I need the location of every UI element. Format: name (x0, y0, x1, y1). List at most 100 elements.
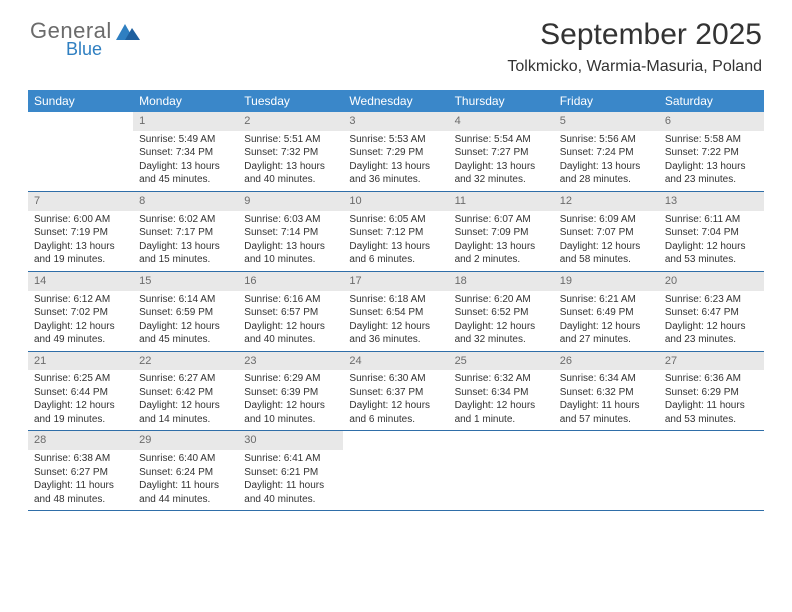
weekday-header-row: SundayMondayTuesdayWednesdayThursdayFrid… (28, 90, 764, 112)
sunset-text: Sunset: 6:37 PM (349, 386, 442, 400)
daylight-text: Daylight: 12 hours and 32 minutes. (455, 320, 548, 347)
sunset-text: Sunset: 6:44 PM (34, 386, 127, 400)
sunset-text: Sunset: 7:07 PM (560, 226, 653, 240)
day-number: 25 (449, 352, 554, 371)
sunset-text: Sunset: 7:24 PM (560, 146, 653, 160)
day-cell: 18Sunrise: 6:20 AMSunset: 6:52 PMDayligh… (449, 272, 554, 351)
day-cell: 15Sunrise: 6:14 AMSunset: 6:59 PMDayligh… (133, 272, 238, 351)
day-cell-empty: . (449, 431, 554, 510)
daylight-text: Daylight: 11 hours and 48 minutes. (34, 479, 127, 506)
daylight-text: Daylight: 13 hours and 32 minutes. (455, 160, 548, 187)
day-cell-empty: . (554, 431, 659, 510)
day-number: 27 (659, 352, 764, 371)
daylight-text: Daylight: 13 hours and 28 minutes. (560, 160, 653, 187)
sunrise-text: Sunrise: 6:38 AM (34, 452, 127, 466)
logo-triangle-icon (116, 22, 140, 46)
sunrise-text: Sunrise: 6:09 AM (560, 213, 653, 227)
day-number: 20 (659, 272, 764, 291)
sunrise-text: Sunrise: 5:56 AM (560, 133, 653, 147)
day-cell-empty: . (659, 431, 764, 510)
daylight-text: Daylight: 12 hours and 1 minute. (455, 399, 548, 426)
day-body: Sunrise: 6:23 AMSunset: 6:47 PMDaylight:… (659, 291, 764, 351)
daylight-text: Daylight: 12 hours and 36 minutes. (349, 320, 442, 347)
day-number: 1 (133, 112, 238, 131)
day-body: Sunrise: 6:38 AMSunset: 6:27 PMDaylight:… (28, 450, 133, 510)
sunrise-text: Sunrise: 6:29 AM (244, 372, 337, 386)
sunset-text: Sunset: 6:29 PM (665, 386, 758, 400)
daylight-text: Daylight: 11 hours and 40 minutes. (244, 479, 337, 506)
sunset-text: Sunset: 7:27 PM (455, 146, 548, 160)
daylight-text: Daylight: 12 hours and 14 minutes. (139, 399, 232, 426)
day-cell-empty: . (343, 431, 448, 510)
sunrise-text: Sunrise: 6:21 AM (560, 293, 653, 307)
daylight-text: Daylight: 13 hours and 40 minutes. (244, 160, 337, 187)
sunrise-text: Sunrise: 6:02 AM (139, 213, 232, 227)
sunrise-text: Sunrise: 6:00 AM (34, 213, 127, 227)
day-cell: 12 Sunrise: 6:09 AMSunset: 7:07 PMDayligh… (554, 192, 659, 271)
sunrise-text: Sunrise: 5:53 AM (349, 133, 442, 147)
day-number: 22 (133, 352, 238, 371)
week-row: 21Sunrise: 6:25 AMSunset: 6:44 PMDayligh… (28, 352, 764, 432)
sunset-text: Sunset: 6:34 PM (455, 386, 548, 400)
day-number: 8 (133, 192, 238, 211)
day-number: 19 (554, 272, 659, 291)
day-cell: 28Sunrise: 6:38 AMSunset: 6:27 PMDayligh… (28, 431, 133, 510)
day-cell: 29Sunrise: 6:40 AMSunset: 6:24 PMDayligh… (133, 431, 238, 510)
sunrise-text: Sunrise: 5:58 AM (665, 133, 758, 147)
day-cell: 1Sunrise: 5:49 AMSunset: 7:34 PMDaylight… (133, 112, 238, 191)
day-body: Sunrise: 6:03 AMSunset: 7:14 PMDaylight:… (238, 211, 343, 271)
page-title: September 2025 (507, 18, 762, 52)
header: September 2025 Tolkmicko, Warmia-Masuria… (507, 18, 762, 76)
day-number: 14 (28, 272, 133, 291)
weekday-monday: Monday (133, 90, 238, 112)
sunrise-text: Sunrise: 6:30 AM (349, 372, 442, 386)
day-body: Sunrise: 5:53 AMSunset: 7:29 PMDaylight:… (343, 131, 448, 191)
day-cell: 26Sunrise: 6:34 AMSunset: 6:32 PMDayligh… (554, 352, 659, 431)
day-number: 2 (238, 112, 343, 131)
daylight-text: Daylight: 12 hours and 23 minutes. (665, 320, 758, 347)
day-cell: 11Sunrise: 6:07 AMSunset: 7:09 PMDayligh… (449, 192, 554, 271)
sunset-text: Sunset: 7:22 PM (665, 146, 758, 160)
day-body: Sunrise: 6:21 AMSunset: 6:49 PMDaylight:… (554, 291, 659, 351)
day-number: 28 (28, 431, 133, 450)
sunrise-text: Sunrise: 6:25 AM (34, 372, 127, 386)
day-cell: 20Sunrise: 6:23 AMSunset: 6:47 PMDayligh… (659, 272, 764, 351)
day-body: Sunrise: 6:30 AMSunset: 6:37 PMDaylight:… (343, 370, 448, 430)
sunset-text: Sunset: 7:09 PM (455, 226, 548, 240)
day-cell: 19Sunrise: 6:21 AMSunset: 6:49 PMDayligh… (554, 272, 659, 351)
daylight-text: Daylight: 12 hours and 58 minutes. (560, 240, 653, 267)
sunset-text: Sunset: 7:32 PM (244, 146, 337, 160)
day-number: 15 (133, 272, 238, 291)
daylight-text: Daylight: 12 hours and 53 minutes. (665, 240, 758, 267)
sunset-text: Sunset: 7:02 PM (34, 306, 127, 320)
day-cell-empty: . (28, 112, 133, 191)
daylight-text: Daylight: 12 hours and 6 minutes. (349, 399, 442, 426)
day-body: Sunrise: 6:16 AMSunset: 6:57 PMDaylight:… (238, 291, 343, 351)
day-number: 3 (343, 112, 448, 131)
week-row: .1Sunrise: 5:49 AMSunset: 7:34 PMDayligh… (28, 112, 764, 192)
daylight-text: Daylight: 13 hours and 6 minutes. (349, 240, 442, 267)
daylight-text: Daylight: 13 hours and 36 minutes. (349, 160, 442, 187)
day-number: 7 (28, 192, 133, 211)
day-number: 10 (343, 192, 448, 211)
location-subtitle: Tolkmicko, Warmia-Masuria, Poland (507, 58, 762, 76)
day-body: Sunrise: 5:56 AMSunset: 7:24 PMDaylight:… (554, 131, 659, 191)
sunset-text: Sunset: 7:04 PM (665, 226, 758, 240)
sunset-text: Sunset: 7:12 PM (349, 226, 442, 240)
sunset-text: Sunset: 6:32 PM (560, 386, 653, 400)
day-cell: 2Sunrise: 5:51 AMSunset: 7:32 PMDaylight… (238, 112, 343, 191)
daylight-text: Daylight: 13 hours and 19 minutes. (34, 240, 127, 267)
sunrise-text: Sunrise: 6:32 AM (455, 372, 548, 386)
day-body: Sunrise: 5:49 AMSunset: 7:34 PMDaylight:… (133, 131, 238, 191)
day-cell: 9Sunrise: 6:03 AMSunset: 7:14 PMDaylight… (238, 192, 343, 271)
daylight-text: Daylight: 12 hours and 40 minutes. (244, 320, 337, 347)
sunset-text: Sunset: 6:52 PM (455, 306, 548, 320)
sunrise-text: Sunrise: 6:23 AM (665, 293, 758, 307)
day-cell: 7Sunrise: 6:00 AMSunset: 7:19 PMDaylight… (28, 192, 133, 271)
day-body: Sunrise: 5:58 AMSunset: 7:22 PMDaylight:… (659, 131, 764, 191)
daylight-text: Daylight: 12 hours and 49 minutes. (34, 320, 127, 347)
day-number: 26 (554, 352, 659, 371)
weeks-container: .1Sunrise: 5:49 AMSunset: 7:34 PMDayligh… (28, 112, 764, 511)
day-number: 16 (238, 272, 343, 291)
day-number: 12 (554, 192, 659, 211)
